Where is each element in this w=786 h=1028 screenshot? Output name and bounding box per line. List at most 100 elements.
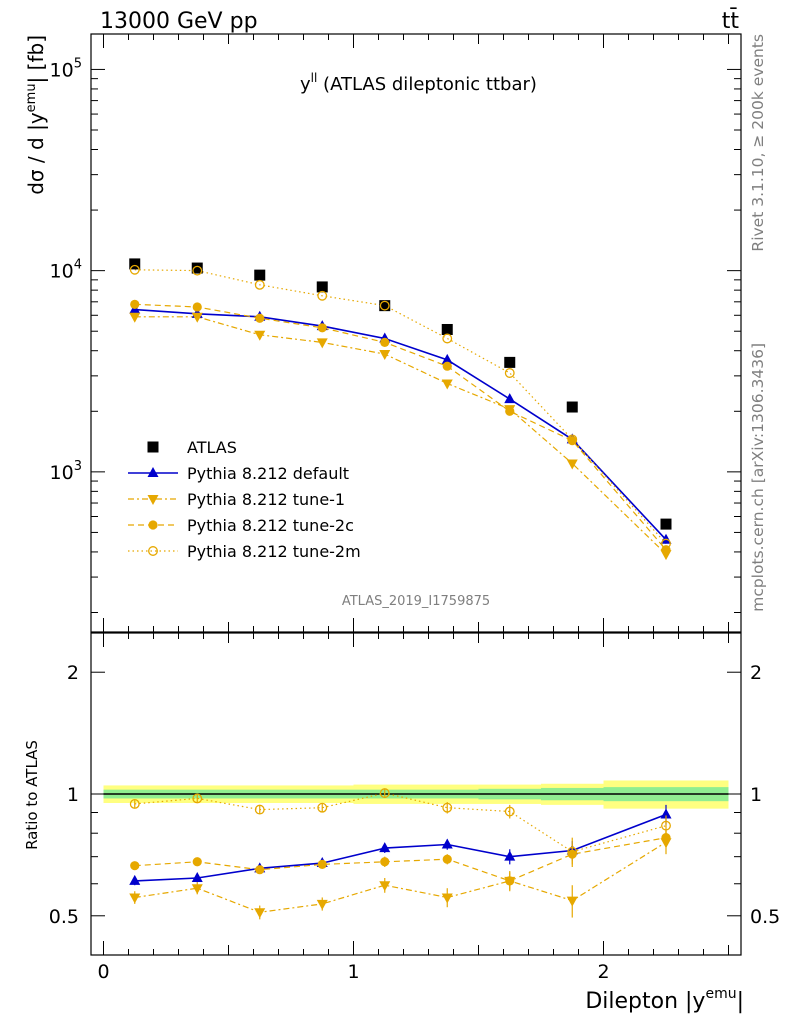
main-point-tune2m [661, 538, 671, 549]
main-point-tune2c [442, 361, 452, 371]
main-point-tune2c [192, 302, 202, 312]
ratio-point-tune2m [379, 788, 390, 799]
ratio-point-tune2c [130, 861, 140, 871]
ratio-point-tune2m [504, 806, 515, 817]
ratio-point-tune1 [316, 899, 328, 910]
mcplots-label: mcplots.cern.ch [arXiv:1306.3436] [749, 343, 767, 612]
title-superscript: ll [311, 71, 318, 85]
main-point-tune1 [191, 312, 203, 323]
main-point-tune2m [504, 368, 515, 378]
legend-label-tune2c: Pythia 8.212 tune-2c [187, 516, 354, 535]
main-point-tune2c [380, 337, 390, 347]
main-point-default [441, 353, 453, 364]
main-point-tune2m [192, 265, 203, 276]
header-process-label: tt̄ [722, 8, 740, 34]
legend-marker-default [147, 467, 159, 477]
main-point-atlas [316, 281, 328, 293]
legend: ATLAS Pythia 8.212 default Pythia 8.212 tu… [128, 438, 361, 561]
main-point-tune2m [254, 279, 265, 290]
legend-label-atlas: ATLAS [187, 438, 237, 457]
legend-label-tune2m: Pythia 8.212 tune-2m [187, 542, 361, 561]
main-point-tune2m [129, 264, 140, 275]
main-series-marks [129, 258, 672, 561]
ratio-xtick-label: 0 [97, 961, 109, 983]
ratio-point-tune1 [191, 884, 203, 895]
legend-marker-atlas [147, 441, 159, 453]
ratio-point-tune1 [566, 896, 578, 907]
main-ytick-label: 104 [50, 258, 82, 283]
main-point-atlas [660, 518, 672, 530]
ratio-point-tune2c [255, 865, 265, 875]
title-y: y [300, 74, 311, 95]
main-point-tune2c [317, 323, 327, 333]
ratio-point-tune1 [129, 893, 141, 904]
legend-marker-tune2m [148, 546, 158, 556]
main-ytick-label-base: 10 [50, 59, 74, 81]
main-frame [90, 33, 742, 633]
ratio-point-tune1 [441, 893, 453, 904]
main-point-atlas [254, 269, 266, 281]
legend-label-tune1: Pythia 8.212 tune-1 [187, 490, 345, 509]
ratio-line-tune1 [134, 841, 667, 913]
main-point-default [504, 393, 516, 404]
ratio-point-tune1 [379, 881, 391, 892]
main-plot-area [91, 34, 741, 632]
ratio-point-tune2c [661, 833, 671, 843]
ratio-point-tune2c [317, 859, 327, 869]
ratio-ytick-label-right: 1 [750, 784, 762, 806]
main-point-tune1 [316, 338, 328, 349]
ratio-series-marks [129, 788, 672, 920]
main-ytick-label: 105 [50, 56, 82, 81]
ratio-point-default [379, 842, 391, 853]
ratio-point-tune1 [254, 908, 266, 919]
ratio-xtick-label: 1 [347, 961, 359, 983]
ratio-point-tune2m [661, 820, 671, 831]
ratio-point-tune2c [192, 857, 202, 867]
main-point-atlas [129, 258, 141, 270]
main-ytick-label-exponent: 5 [74, 56, 82, 71]
main-ytick-label-exponent: 3 [74, 459, 82, 474]
main-point-tune1 [379, 350, 391, 361]
legend-marker-tune2c [148, 520, 158, 530]
main-point-tune2m [567, 434, 578, 445]
main-point-tune1 [129, 312, 141, 323]
ratio-point-default [129, 874, 141, 885]
main-ytick-label-base: 10 [50, 462, 74, 484]
ratio-point-default [191, 871, 203, 882]
main-point-tune2c [255, 313, 265, 323]
main-point-tune1 [566, 459, 578, 470]
ratio-point-tune2m [442, 802, 453, 813]
ratio-ylabel: Ratio to ATLAS [23, 740, 41, 850]
ratio-uncertainty-band [103, 780, 729, 809]
ratio-point-tune2m [317, 802, 328, 813]
main-point-tune1 [254, 330, 266, 341]
main-ylabel: dσ / d |yemu| [fb] [24, 35, 48, 195]
ratio-xtick-label: 2 [597, 961, 609, 983]
ratio-ytick-label: 0.5 [49, 906, 79, 928]
main-ytick-label: 103 [50, 459, 82, 484]
ratio-ytick-label: 1 [67, 784, 79, 806]
main-point-tune2m [379, 300, 390, 311]
ratio-point-default [441, 838, 453, 849]
main-point-atlas [566, 401, 578, 413]
main-point-tune2c [505, 406, 515, 416]
ratio-line-tune2c [134, 837, 667, 882]
ratio-series-lines [134, 792, 667, 913]
main-title: yll (ATLAS dileptonic ttbar) [300, 71, 537, 95]
ratio-point-tune2c [380, 857, 390, 867]
main-ytick-label-base: 10 [50, 261, 74, 283]
main-point-tune1 [441, 379, 453, 390]
ratio-point-default [660, 808, 672, 819]
main-panel [91, 34, 741, 632]
rivet-version-label: Rivet 3.1.10, ≥ 200k events [749, 34, 767, 252]
main-point-atlas [379, 300, 391, 312]
ratio-xlabel: Dilepton |yemu| [585, 986, 744, 1014]
main-point-tune2c [130, 299, 140, 309]
analysis-id-label: ATLAS_2019_I1759875 [342, 594, 490, 609]
ratio-point-tune2m [254, 804, 265, 815]
header-energy-label: 13000 GeV pp [100, 9, 258, 34]
legend-label-default: Pythia 8.212 default [187, 464, 349, 483]
